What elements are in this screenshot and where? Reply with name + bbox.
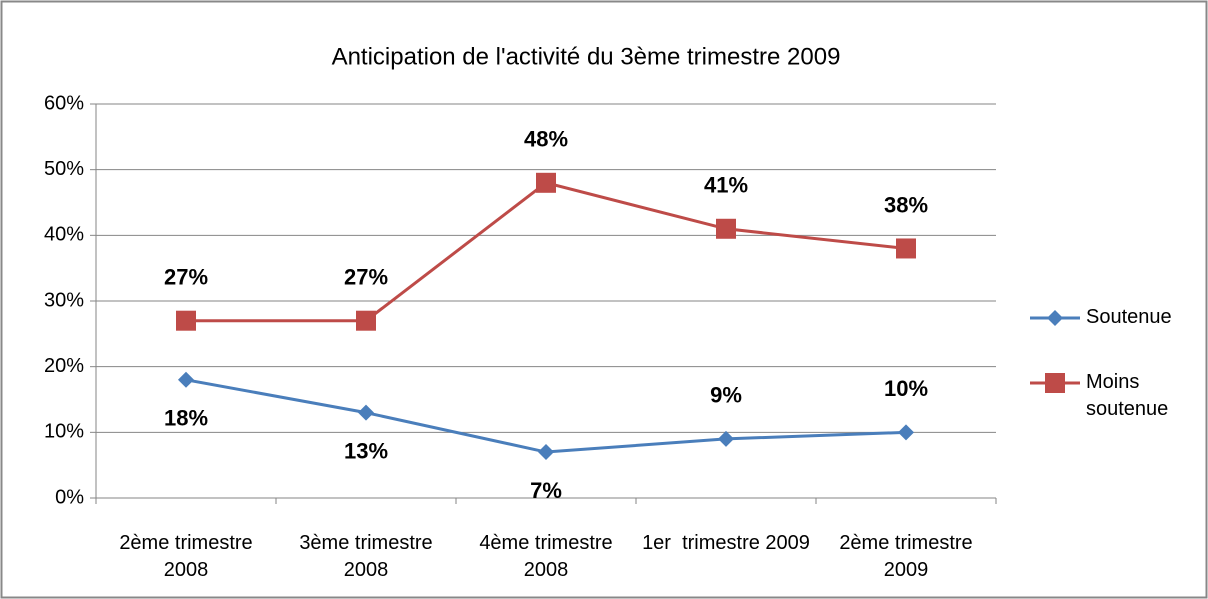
data-label: 48% — [524, 127, 568, 152]
y-tick-label: 20% — [44, 355, 84, 377]
data-label: 18% — [164, 406, 208, 431]
data-label: 10% — [884, 376, 928, 401]
y-tick-label: 50% — [44, 158, 84, 180]
marker — [718, 430, 734, 447]
x-tick-label: 4ème trimestre 2008 — [479, 532, 619, 581]
marker — [1047, 310, 1063, 326]
marker — [356, 310, 376, 331]
data-label: 9% — [710, 383, 742, 408]
legend-label: Moins soutenue — [1086, 371, 1169, 420]
y-tick-label: 40% — [44, 224, 84, 246]
marker — [538, 444, 554, 461]
data-label: 13% — [344, 438, 388, 463]
x-tick-label: 3ème trimestre 2008 — [299, 532, 439, 581]
y-tick-label: 30% — [44, 289, 84, 311]
marker — [178, 371, 194, 388]
marker — [716, 218, 736, 239]
marker — [536, 172, 556, 193]
x-tick-label: 1er trimestre 2009 — [642, 532, 810, 554]
data-label: 7% — [530, 478, 562, 503]
legend-label: Soutenue — [1086, 306, 1172, 328]
x-tick-label: 2ème trimestre 2008 — [119, 532, 259, 581]
marker — [176, 310, 196, 331]
marker — [898, 424, 914, 441]
marker — [1045, 373, 1065, 393]
y-tick-label: 10% — [44, 421, 84, 443]
chart-title: Anticipation de l'activité du 3ème trime… — [332, 43, 841, 70]
data-label: 38% — [884, 192, 928, 217]
marker — [358, 404, 374, 421]
data-label: 27% — [164, 265, 208, 290]
y-tick-label: 60% — [44, 92, 84, 114]
marker — [896, 238, 916, 259]
data-label: 41% — [704, 173, 748, 198]
data-label: 27% — [344, 265, 388, 290]
y-tick-label: 0% — [55, 486, 84, 508]
x-tick-label: 2ème trimestre 2009 — [839, 532, 979, 581]
